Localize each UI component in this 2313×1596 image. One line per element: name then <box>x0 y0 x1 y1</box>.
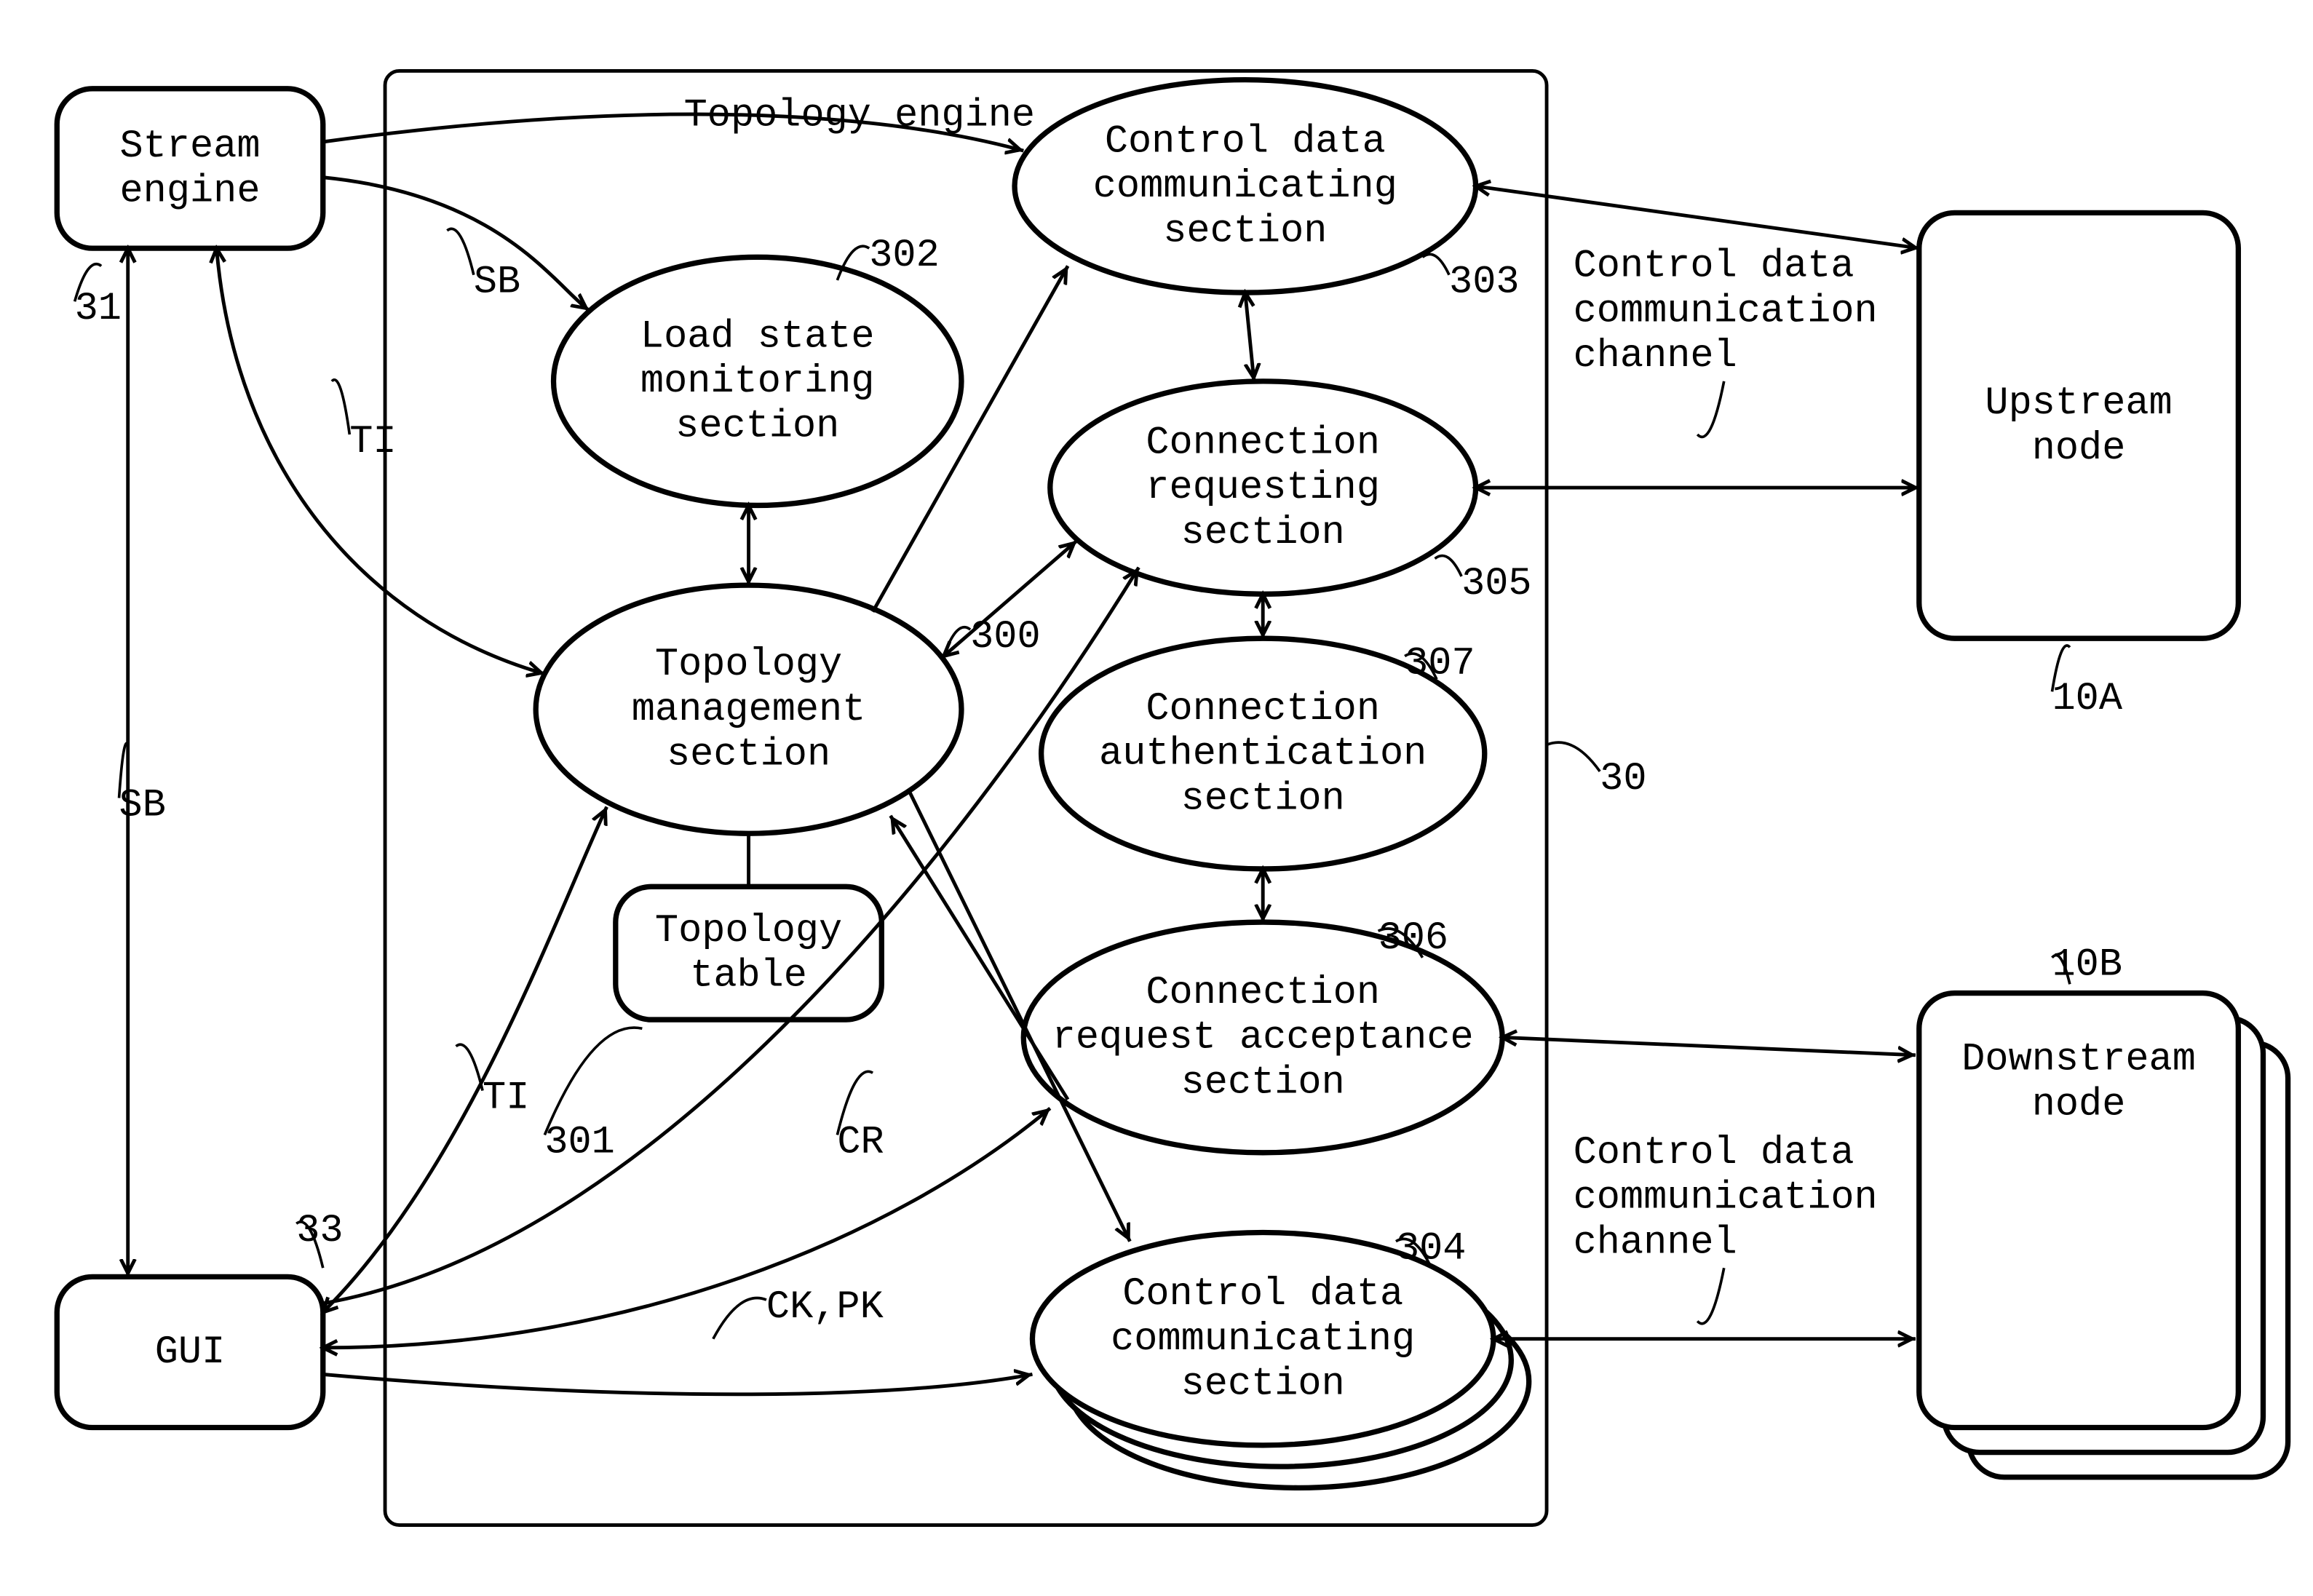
ref-label-r302: 302 <box>869 234 940 278</box>
nodes.topoMgmt-line: section <box>667 732 830 777</box>
edge-connaccept-down <box>1502 1037 1916 1055</box>
ref-label-r306: 306 <box>1378 916 1448 961</box>
ref-label-rTI1: TI <box>349 420 396 464</box>
ref-label-rCR: CR <box>837 1120 884 1164</box>
nodes.topoMgmt-line: Topology <box>655 643 842 687</box>
ref-lead-r303 <box>1423 254 1450 274</box>
ref-label-rTI2: TI <box>483 1076 529 1120</box>
ref-label-r303: 303 <box>1449 261 1519 305</box>
nodes.downstream-line: Downstream <box>1961 1038 2196 1082</box>
channel-label-upper: Control data <box>1574 245 1854 289</box>
ref-lead-rCKPK <box>713 1298 766 1338</box>
channel-lead-lower <box>1697 1268 1724 1323</box>
node-topoTable: Topologytable <box>616 886 882 1020</box>
ref-lead-rTI2 <box>456 1044 483 1090</box>
nodes.ctrlData1-line: section <box>1163 210 1327 254</box>
channel-label-upper: communication <box>1574 289 1878 333</box>
node-connReq: Connectionrequestingsection <box>1050 381 1476 594</box>
node-gui: GUI <box>57 1277 323 1427</box>
nodes.connAuth-line: section <box>1181 777 1345 821</box>
ref-lead-rTI1 <box>332 380 349 434</box>
channel-label-lower: communication <box>1574 1176 1878 1220</box>
ref-lead-r305 <box>1435 556 1462 576</box>
ref-label-r300: 300 <box>970 615 1041 659</box>
ref-label-r33: 33 <box>296 1209 343 1253</box>
diagram-canvas: Topology engineStreamengine GUI Load state… <box>0 0 2313 1596</box>
nodes.downstream-line: node <box>2032 1082 2126 1127</box>
ref-lead-rSB1 <box>447 229 474 274</box>
edge-gui-to-ctrl2 <box>323 1374 1033 1394</box>
node-upstream: Upstreamnode <box>1919 213 2239 638</box>
nodes.connAccept-line: section <box>1181 1060 1345 1105</box>
edge-ctrl1-connreq <box>1245 293 1254 381</box>
ref-label-rSB2: SB <box>119 783 166 827</box>
ref-label-r10A: 10A <box>2052 677 2123 721</box>
edge-ctrl1-upstream <box>1476 186 1919 248</box>
ref-label-r304: 304 <box>1396 1227 1467 1271</box>
channel-label-lower: channel <box>1574 1220 1737 1265</box>
channel-label-lower: Control data <box>1574 1131 1854 1175</box>
nodes.connAuth-line: Connection <box>1146 687 1380 731</box>
nodes.ctrlData2-line: section <box>1181 1362 1345 1406</box>
nodes.ctrlData1-line: communicating <box>1093 164 1397 209</box>
edge-gui-ti-topo <box>323 807 607 1312</box>
ref-label-r31: 31 <box>75 287 122 331</box>
nodes.streamEngine-line: engine <box>120 169 261 213</box>
ref-label-r10B: 10B <box>2052 943 2123 988</box>
nodes.connReq-line: requesting <box>1146 466 1380 510</box>
nodes.connAccept-line: Connection <box>1146 971 1380 1015</box>
nodes.gui-line: GUI <box>155 1330 226 1375</box>
nodes.connReq-line: section <box>1181 511 1345 555</box>
ref-lead-r301 <box>544 1028 642 1135</box>
node-ctrlData1: Control datacommunicatingsection <box>1015 80 1476 293</box>
nodes.ctrlData2-line: Control data <box>1122 1272 1403 1317</box>
nodes.loadState-line: Load state <box>640 314 875 359</box>
node-loadState: Load statemonitoringsection <box>554 257 961 505</box>
nodes.upstream-line: node <box>2032 426 2126 471</box>
channel-label-upper: channel <box>1574 334 1737 378</box>
nodes.loadState-line: section <box>675 405 839 449</box>
ref-label-rCKPK: CK,PK <box>766 1285 884 1330</box>
nodes.connAccept-line: request acceptance <box>1052 1016 1474 1060</box>
nodes.topoTable-line: Topology <box>655 909 842 953</box>
ref-label-r301: 301 <box>544 1120 615 1164</box>
nodes.topoMgmt-line: management <box>632 688 866 732</box>
nodes.upstream-line: Upstream <box>1985 381 2172 426</box>
ref-label-r30: 30 <box>1600 757 1646 801</box>
node-downstream: Downstreamnode <box>1919 993 2288 1477</box>
nodes.streamEngine-line: Stream <box>120 124 261 169</box>
nodes.connAuth-line: authentication <box>1099 732 1427 777</box>
nodes.loadState-line: monitoring <box>640 360 875 404</box>
ref-label-r305: 305 <box>1461 562 1531 606</box>
channel-lead-upper <box>1697 381 1724 437</box>
node-streamEngine: Streamengine <box>57 89 323 248</box>
nodes.ctrlData1-line: Control data <box>1105 119 1386 164</box>
node-topoMgmt: Topologymanagementsection <box>536 585 961 833</box>
nodes.connReq-line: Connection <box>1146 421 1380 466</box>
edge-gui-ckpk-connaccept <box>323 1108 1050 1348</box>
nodes.topoTable-line: table <box>690 954 807 999</box>
ref-label-rSB1: SB <box>474 261 520 305</box>
ref-lead-r30 <box>1547 742 1600 771</box>
nodes.ctrlData2-line: communicating <box>1111 1317 1415 1362</box>
ref-label-r307: 307 <box>1405 641 1475 686</box>
edge-connaccept-to-topo <box>891 816 1068 1100</box>
edge-stream-to-loadstate <box>323 178 590 311</box>
